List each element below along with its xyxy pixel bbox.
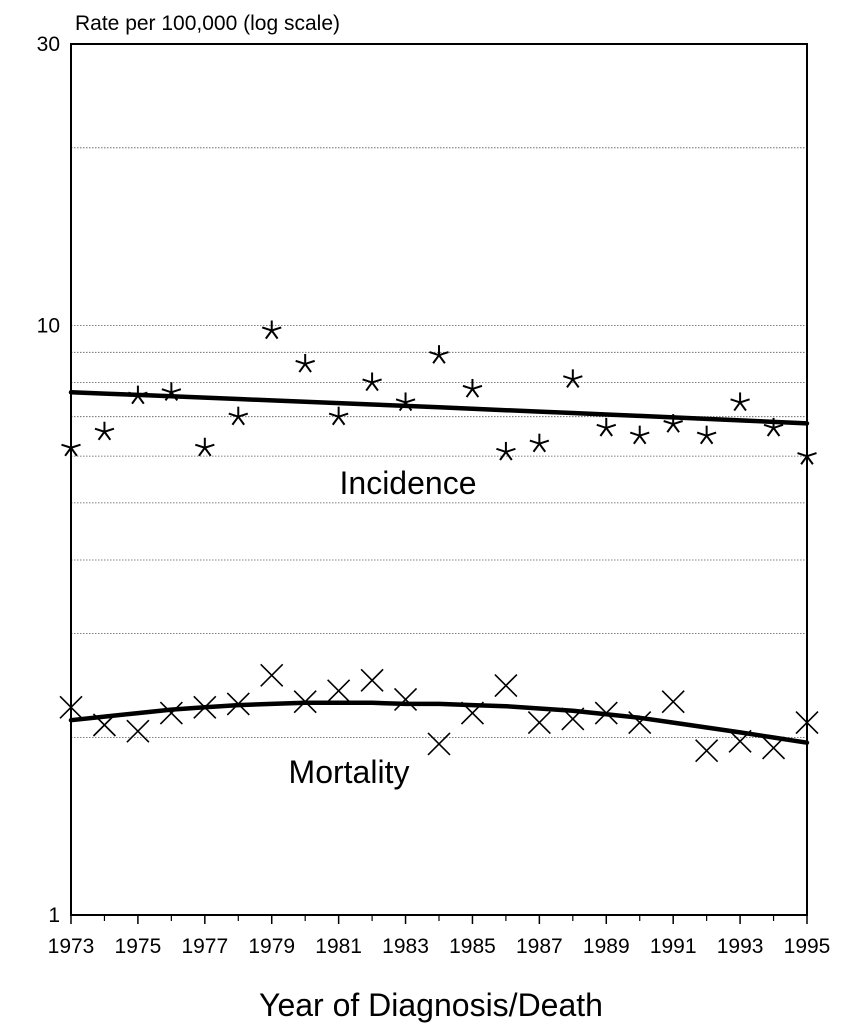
gridlines	[71, 147, 807, 738]
incidence-point-1979	[261, 320, 282, 340]
incidence-point-1982	[362, 372, 382, 392]
mortality-point-1986	[494, 673, 518, 698]
mortality-point-1982	[360, 668, 384, 692]
incidence-point-1985	[462, 378, 483, 398]
mortality-point-1976	[159, 701, 183, 725]
x-tick-label-1993: 1993	[717, 935, 764, 958]
x-tick-label-1973: 1973	[48, 935, 95, 958]
incidence-point-1992	[696, 425, 717, 445]
mortality-point-1992	[695, 739, 719, 763]
trend-line-incidence	[68, 390, 810, 426]
trend-line-mortality	[68, 700, 810, 745]
x-axis-ticks: 1973 1975 1977 1979 1981 1983 1985 1987 1989 1991…	[48, 915, 831, 958]
mortality-point-1994	[761, 736, 786, 760]
x-tick-label-1979: 1979	[248, 935, 295, 958]
x-tick-label-1983: 1983	[382, 935, 429, 958]
incidence-point-1988	[562, 369, 583, 388]
trend-lines	[68, 390, 810, 745]
mortality-point-1981	[327, 679, 351, 703]
x-tick-label-1975: 1975	[115, 935, 162, 958]
incidence-point-1977	[194, 437, 215, 457]
mortality-point-1974	[92, 713, 117, 737]
mortality-point-1987	[527, 711, 551, 735]
incidence-point-1989	[596, 417, 617, 437]
x-tick-label-1991: 1991	[650, 935, 697, 958]
y-tick-label-10: 10	[37, 314, 60, 337]
incidence-point-1986	[496, 441, 516, 461]
incidence-point-1984	[429, 345, 449, 364]
mortality-point-1980	[293, 690, 317, 714]
mortality-point-1990	[628, 711, 652, 735]
x-axis-label: Year of Diagnosis/Death	[259, 987, 603, 1023]
x-tick-label-1987: 1987	[516, 935, 563, 958]
y-tick-label-30: 30	[37, 33, 60, 56]
incidence-point-1978	[228, 406, 249, 426]
mortality-point-1989	[594, 701, 618, 725]
incidence-point-1976	[161, 382, 182, 401]
incidence-point-1983	[395, 392, 416, 412]
incidence-point-1994	[763, 417, 784, 437]
mortality-point-1985	[460, 701, 485, 725]
incidence-point-1980	[295, 353, 316, 373]
incidence-point-1991	[663, 414, 684, 433]
incidence-point-1974	[94, 421, 115, 441]
incidence-point-1993	[730, 392, 750, 412]
x-tick-label-1985: 1985	[449, 935, 496, 958]
x-tick-label-1981: 1981	[315, 935, 362, 958]
mortality-point-1984	[427, 732, 451, 756]
incidence-point-1987	[529, 433, 550, 453]
incidence-point-1975	[128, 385, 148, 405]
mortality-point-1988	[561, 707, 585, 731]
mortality-point-1975	[126, 719, 150, 743]
x-tick-label-1989: 1989	[583, 935, 630, 958]
incidence-point-1981	[328, 406, 349, 426]
y-axis-ticks: 1 10 30	[37, 33, 60, 927]
y-axis-label: Rate per 100,000 (log scale)	[75, 12, 340, 35]
mortality-point-1991	[661, 690, 685, 714]
y-tick-label-1: 1	[48, 904, 60, 927]
data-points	[59, 320, 819, 763]
mortality-point-1978	[226, 692, 250, 716]
mortality-point-1977	[193, 695, 217, 719]
incidence-point-1990	[629, 425, 650, 445]
mortality-point-1993	[728, 729, 752, 753]
x-tick-label-1977: 1977	[181, 935, 228, 958]
mortality-point-1983	[393, 687, 418, 712]
mortality-point-1979	[260, 663, 284, 687]
series-label-incidence: Incidence	[340, 465, 477, 501]
series-label-mortality: Mortality	[289, 754, 410, 790]
x-tick-label-1995: 1995	[784, 935, 831, 958]
